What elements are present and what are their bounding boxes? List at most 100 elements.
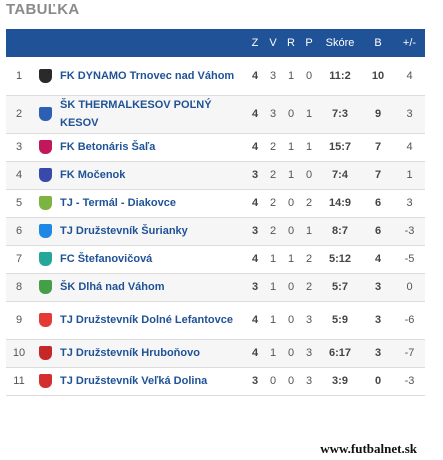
points-value: 9 xyxy=(362,95,394,134)
team-name-link[interactable]: FK Betonáris Šaľa xyxy=(58,133,246,162)
draws-value: 0 xyxy=(282,273,300,302)
team-name-link[interactable]: FK Močenok xyxy=(58,161,246,190)
played-value: 3 xyxy=(246,367,264,396)
diff-value: 4 xyxy=(394,57,425,96)
dynamo-crest-icon xyxy=(38,68,52,83)
row-position: 9 xyxy=(6,301,32,340)
team-name-link[interactable]: TJ Družstevník Dolné Lefantovce xyxy=(58,301,246,340)
points-value: 4 xyxy=(362,245,394,274)
wins-value: 0 xyxy=(264,367,282,396)
losses-value: 3 xyxy=(300,301,318,340)
played-value: 4 xyxy=(246,57,264,96)
row-crest xyxy=(32,57,58,96)
team-name-link[interactable]: TJ Družstevník Veľká Dolina xyxy=(58,367,246,396)
wins-value: 3 xyxy=(264,95,282,134)
mocenok-crest-icon xyxy=(38,168,52,182)
table-row: 4 FK Močenok 3 2 1 0 7:4 7 1 xyxy=(6,161,425,190)
dlha-crest-icon xyxy=(38,280,52,294)
wins-value: 1 xyxy=(264,245,282,274)
header-p: P xyxy=(305,37,313,49)
team-name-link[interactable]: FK DYNAMO Trnovec nad Váhom xyxy=(58,57,246,96)
draws-value: 1 xyxy=(282,161,300,190)
diff-value: 0 xyxy=(394,273,425,302)
diff-value: 1 xyxy=(394,161,425,190)
row-crest xyxy=(32,95,58,134)
team-name-link[interactable]: FC Štefanovičová xyxy=(58,245,246,274)
header-z: Z xyxy=(251,37,259,49)
team-name-link[interactable]: TJ - Termál - Diakovce xyxy=(58,189,246,218)
table-row: 2 ŠK THERMALKESOV POĽNÝ KESOV 4 3 0 1 7:3 9 3 xyxy=(6,95,425,134)
wins-value: 1 xyxy=(264,273,282,302)
header-v: V xyxy=(269,37,277,49)
points-value: 6 xyxy=(362,189,394,218)
lefantovce-crest-icon xyxy=(38,313,52,327)
points-value: 7 xyxy=(362,133,394,162)
table-row: 11 TJ Družstevník Veľká Dolina 3 0 0 3 3:9 0 -3 xyxy=(6,367,425,396)
score-value: 5:7 xyxy=(318,273,362,302)
row-position: 4 xyxy=(6,161,32,190)
header-crest xyxy=(32,29,58,57)
draws-value: 1 xyxy=(282,133,300,162)
score-value: 7:4 xyxy=(318,161,362,190)
score-value: 6:17 xyxy=(318,339,362,368)
played-value: 4 xyxy=(246,95,264,134)
row-crest xyxy=(32,189,58,218)
losses-value: 2 xyxy=(300,189,318,218)
losses-value: 0 xyxy=(300,57,318,96)
table-row: 5 TJ - Termál - Diakovce 4 2 0 2 14:9 6 3 xyxy=(6,189,425,218)
diff-value: 3 xyxy=(394,95,425,134)
played-value: 3 xyxy=(246,217,264,246)
row-crest xyxy=(32,367,58,396)
draws-value: 1 xyxy=(282,57,300,96)
wins-value: 3 xyxy=(264,57,282,96)
row-position: 8 xyxy=(6,273,32,302)
row-crest xyxy=(32,133,58,162)
score-value: 5:12 xyxy=(318,245,362,274)
draws-value: 0 xyxy=(282,189,300,218)
team-name-link[interactable]: ŠK THERMALKESOV POĽNÝ KESOV xyxy=(58,95,246,134)
draws-value: 0 xyxy=(282,301,300,340)
score-value: 8:7 xyxy=(318,217,362,246)
hrubonovo-crest-icon xyxy=(38,346,52,360)
wins-value: 2 xyxy=(264,217,282,246)
draws-value: 0 xyxy=(282,339,300,368)
played-value: 4 xyxy=(246,189,264,218)
table-row: 6 TJ Družstevník Šurianky 3 2 0 1 8:7 6 -3 xyxy=(6,217,425,246)
header-diff: +/- xyxy=(402,37,417,49)
row-position: 1 xyxy=(6,57,32,96)
table-row: 10 TJ Družstevník Hruboňovo 4 1 0 3 6:17 3 -7 xyxy=(6,339,425,368)
wins-value: 1 xyxy=(264,301,282,340)
table-row: 7 FC Štefanovičová 4 1 1 2 5:12 4 -5 xyxy=(6,245,425,274)
score-value: 5:9 xyxy=(318,301,362,340)
team-name-link[interactable]: ŠK Dlhá nad Váhom xyxy=(58,273,246,302)
draws-value: 0 xyxy=(282,217,300,246)
team-name-link[interactable]: TJ Družstevník Šurianky xyxy=(58,217,246,246)
row-position: 10 xyxy=(6,339,32,368)
wins-value: 1 xyxy=(264,339,282,368)
stefanovicova-crest-icon xyxy=(38,252,52,266)
header-team xyxy=(58,29,246,57)
page-title: TABUĽKA xyxy=(6,1,80,18)
header-r: R xyxy=(287,37,295,49)
losses-value: 3 xyxy=(300,339,318,368)
diff-value: -5 xyxy=(394,245,425,274)
termal-crest-icon xyxy=(38,196,52,210)
team-name-link[interactable]: TJ Družstevník Hruboňovo xyxy=(58,339,246,368)
diff-value: 4 xyxy=(394,133,425,162)
diff-value: -6 xyxy=(394,301,425,340)
points-value: 0 xyxy=(362,367,394,396)
diff-value: -3 xyxy=(394,217,425,246)
losses-value: 1 xyxy=(300,217,318,246)
losses-value: 2 xyxy=(300,273,318,302)
standings-table: Z V R P Skóre B +/- 1 FK DYNAMO Trnovec n… xyxy=(6,29,425,396)
surianky-crest-icon xyxy=(38,224,52,238)
row-crest xyxy=(32,301,58,340)
points-value: 3 xyxy=(362,273,394,302)
table-row: 9 TJ Družstevník Dolné Lefantovce 4 1 0 3 5:9 3… xyxy=(6,301,425,340)
diff-value: 3 xyxy=(394,189,425,218)
losses-value: 0 xyxy=(300,161,318,190)
row-position: 7 xyxy=(6,245,32,274)
losses-value: 2 xyxy=(300,245,318,274)
header-points: B xyxy=(374,37,382,49)
wins-value: 2 xyxy=(264,133,282,162)
